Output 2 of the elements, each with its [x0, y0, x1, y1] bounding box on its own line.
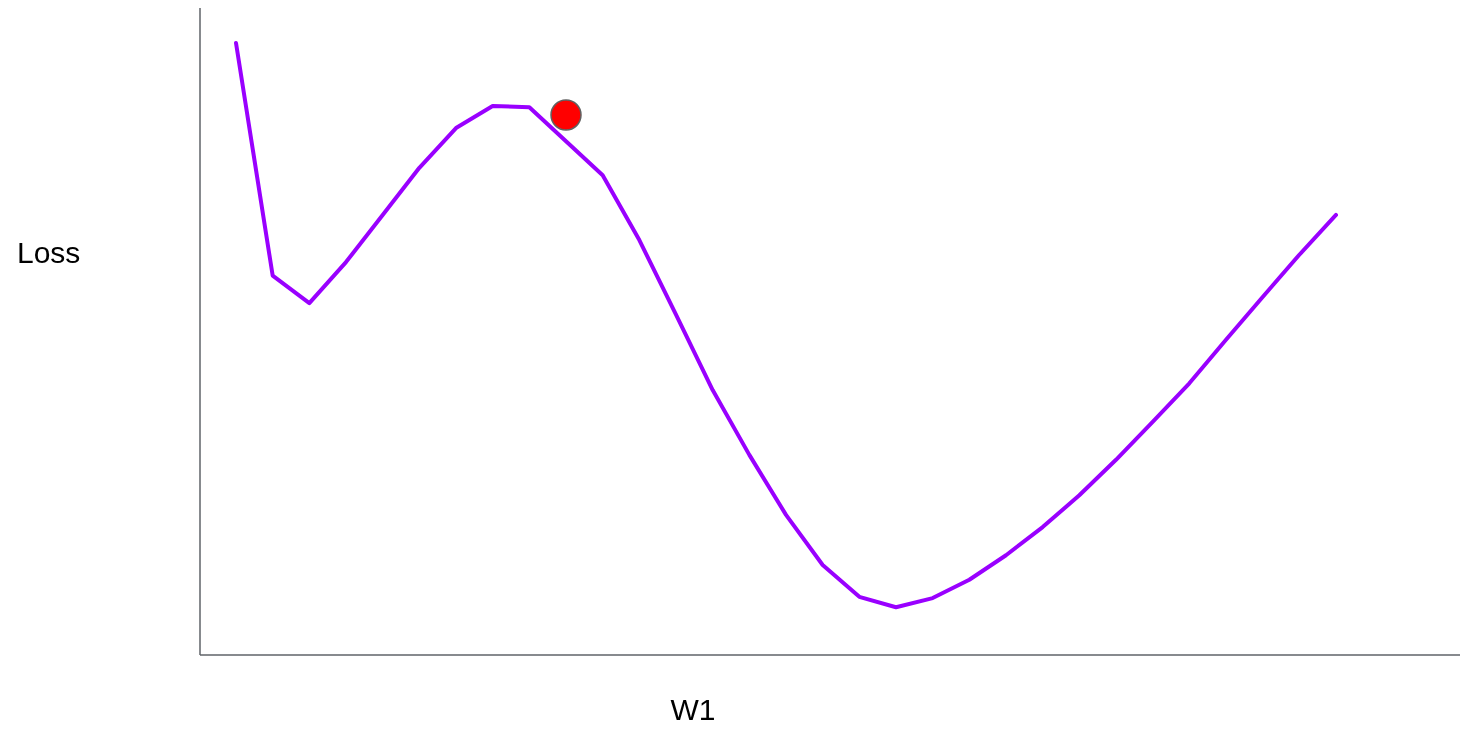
y-axis-title: Loss: [17, 236, 81, 270]
x-axis-title: W1: [669, 693, 717, 727]
